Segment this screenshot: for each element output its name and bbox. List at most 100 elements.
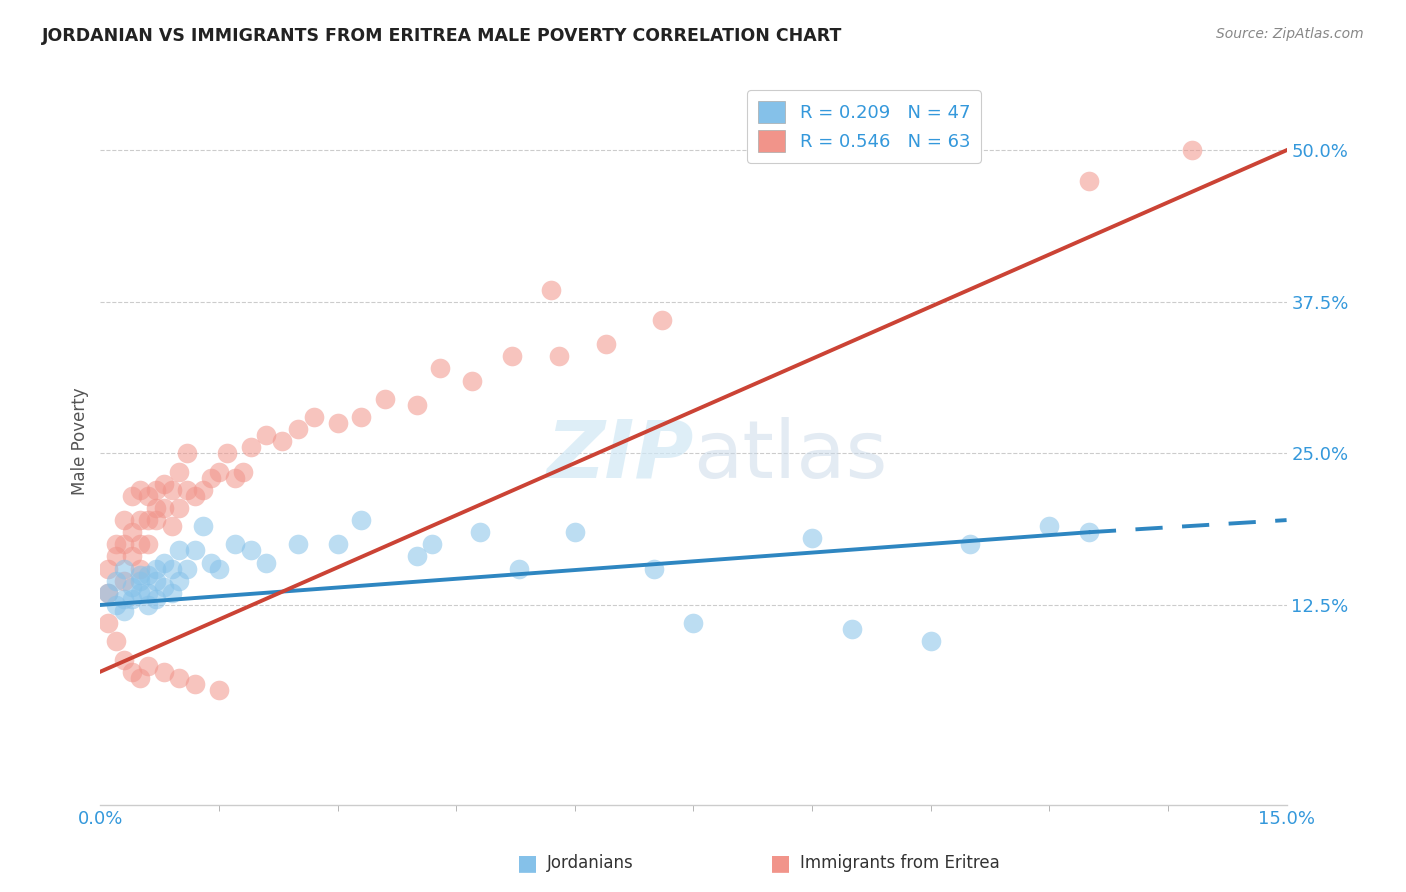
- Point: [136, 537, 159, 551]
- Point: [224, 470, 246, 484]
- Point: [105, 549, 128, 564]
- Text: ■: ■: [770, 854, 790, 873]
- Point: [136, 567, 159, 582]
- Point: [215, 446, 238, 460]
- Point: [145, 561, 167, 575]
- Y-axis label: Male Poverty: Male Poverty: [72, 387, 89, 495]
- Point: [176, 483, 198, 497]
- Point: [128, 561, 150, 575]
- Point: [105, 598, 128, 612]
- Point: [121, 525, 143, 540]
- Point: [128, 483, 150, 497]
- Point: [160, 561, 183, 575]
- Point: [350, 513, 373, 527]
- Point: [112, 574, 135, 588]
- Point: [121, 665, 143, 679]
- Point: [564, 525, 586, 540]
- Point: [184, 543, 207, 558]
- Point: [169, 465, 191, 479]
- Legend: R = 0.209   N = 47, R = 0.546   N = 63: R = 0.209 N = 47, R = 0.546 N = 63: [748, 90, 981, 163]
- Point: [136, 658, 159, 673]
- Point: [145, 483, 167, 497]
- Point: [1077, 525, 1099, 540]
- Point: [208, 465, 231, 479]
- Point: [112, 591, 135, 606]
- Point: [422, 537, 444, 551]
- Point: [232, 465, 254, 479]
- Point: [121, 489, 143, 503]
- Point: [160, 586, 183, 600]
- Point: [152, 580, 174, 594]
- Text: ZIP: ZIP: [546, 417, 693, 495]
- Point: [461, 374, 484, 388]
- Point: [160, 519, 183, 533]
- Point: [105, 634, 128, 648]
- Point: [508, 561, 530, 575]
- Text: Source: ZipAtlas.com: Source: ZipAtlas.com: [1216, 27, 1364, 41]
- Point: [468, 525, 491, 540]
- Point: [112, 604, 135, 618]
- Point: [920, 634, 942, 648]
- Point: [128, 567, 150, 582]
- Point: [145, 513, 167, 527]
- Point: [841, 622, 863, 636]
- Point: [145, 574, 167, 588]
- Point: [405, 398, 427, 412]
- Point: [643, 561, 665, 575]
- Point: [160, 483, 183, 497]
- Point: [239, 543, 262, 558]
- Point: [152, 665, 174, 679]
- Point: [208, 561, 231, 575]
- Point: [128, 586, 150, 600]
- Point: [224, 537, 246, 551]
- Point: [191, 519, 214, 533]
- Point: [429, 361, 451, 376]
- Point: [651, 313, 673, 327]
- Point: [112, 513, 135, 527]
- Point: [501, 350, 523, 364]
- Point: [128, 671, 150, 685]
- Point: [121, 549, 143, 564]
- Point: [200, 556, 222, 570]
- Point: [112, 537, 135, 551]
- Point: [350, 409, 373, 424]
- Point: [1077, 173, 1099, 187]
- Point: [105, 574, 128, 588]
- Point: [374, 392, 396, 406]
- Point: [548, 350, 571, 364]
- Point: [326, 416, 349, 430]
- Point: [97, 616, 120, 631]
- Point: [128, 537, 150, 551]
- Point: [184, 489, 207, 503]
- Point: [287, 422, 309, 436]
- Point: [239, 440, 262, 454]
- Point: [145, 591, 167, 606]
- Point: [136, 586, 159, 600]
- Point: [254, 556, 277, 570]
- Point: [208, 682, 231, 697]
- Text: JORDANIAN VS IMMIGRANTS FROM ERITREA MALE POVERTY CORRELATION CHART: JORDANIAN VS IMMIGRANTS FROM ERITREA MAL…: [42, 27, 842, 45]
- Text: Jordanians: Jordanians: [547, 855, 634, 872]
- Point: [136, 598, 159, 612]
- Point: [169, 543, 191, 558]
- Point: [152, 556, 174, 570]
- Text: ■: ■: [517, 854, 537, 873]
- Point: [145, 500, 167, 515]
- Point: [176, 446, 198, 460]
- Point: [169, 574, 191, 588]
- Point: [112, 561, 135, 575]
- Point: [97, 586, 120, 600]
- Point: [287, 537, 309, 551]
- Point: [200, 470, 222, 484]
- Point: [152, 476, 174, 491]
- Text: atlas: atlas: [693, 417, 887, 495]
- Point: [152, 500, 174, 515]
- Point: [959, 537, 981, 551]
- Point: [121, 580, 143, 594]
- Point: [97, 586, 120, 600]
- Point: [271, 434, 294, 449]
- Point: [254, 428, 277, 442]
- Point: [176, 561, 198, 575]
- Point: [97, 561, 120, 575]
- Point: [1181, 143, 1204, 157]
